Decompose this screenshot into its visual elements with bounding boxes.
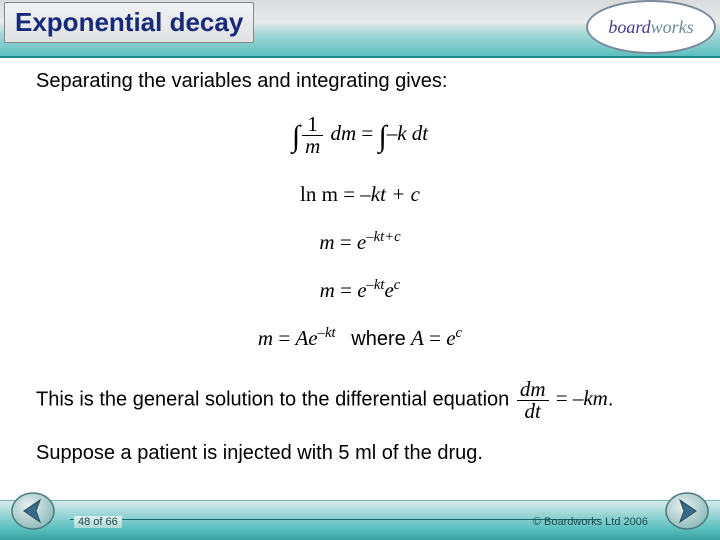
suppose-text: Suppose a patient is injected with 5 ml … (36, 442, 684, 465)
eq-sign: = (551, 386, 573, 410)
eq-part: e (446, 326, 455, 350)
eq-sign: = (335, 230, 357, 254)
eq-part: Ae (295, 326, 317, 350)
eq-part: –km (573, 386, 608, 410)
eq-sign: = (424, 326, 446, 350)
eq-part: e (384, 278, 393, 302)
eq-exp: c (456, 325, 463, 341)
general-solution-text: This is the general solution to the diff… (36, 379, 684, 422)
page-counter: 48 of 66 (74, 516, 122, 528)
eq-exp: c (394, 277, 401, 293)
frac-num: dm (517, 379, 549, 401)
eq-part: –k dt (387, 121, 428, 145)
eq-sign: = (335, 278, 357, 302)
eq-part: dm (325, 121, 356, 145)
eq-part: A (411, 326, 424, 350)
equation-3: m = e–kt+c (36, 221, 684, 263)
equation-5: m = Ae–kt where A = ec (36, 317, 684, 359)
eq-part: e (357, 278, 366, 302)
general-text: This is the general solution to the diff… (36, 388, 509, 410)
frac-den: m (302, 136, 323, 157)
integral-icon: ∫ (292, 107, 300, 167)
math-block: ∫1m dm = ∫–k dt ln m = –kt + c m = e–kt+… (36, 107, 684, 359)
eq-part: ln m (300, 182, 338, 206)
page-title: Exponential decay (4, 2, 254, 43)
where-label: where (351, 328, 405, 350)
eq-part: e (357, 230, 366, 254)
equation-2: ln m = –kt + c (36, 173, 684, 215)
next-button[interactable] (664, 488, 710, 534)
integral-icon: ∫ (379, 107, 387, 167)
eq-exp: –kt+c (366, 229, 400, 245)
logo-text-b: works (651, 17, 694, 38)
inline-equation: dmdt = –km (515, 386, 608, 410)
eq-sign: = (356, 121, 378, 145)
logo-text-a: board (608, 17, 650, 38)
frac-den: dt (517, 401, 549, 422)
eq-part: m (319, 230, 334, 254)
eq-exp: –kt (367, 277, 385, 293)
frac-num: 1 (302, 114, 323, 136)
equation-1: ∫1m dm = ∫–k dt (36, 107, 684, 167)
page-total: 66 (106, 516, 118, 528)
eq-exp: –kt (318, 325, 336, 341)
content-area: Separating the variables and integrating… (36, 70, 684, 465)
page-sep: of (90, 516, 105, 528)
intro-text: Separating the variables and integrating… (36, 70, 684, 93)
equation-4: m = e–ktec (36, 269, 684, 311)
copyright-text: © Boardworks Ltd 2006 (533, 516, 648, 528)
brand-logo: boardworks (586, 0, 716, 54)
page-current: 48 (78, 516, 90, 528)
footer-line (70, 519, 600, 520)
period: . (608, 388, 614, 410)
eq-part: m (258, 326, 273, 350)
eq-sign: = (338, 182, 360, 206)
eq-part: m (320, 278, 335, 302)
prev-button[interactable] (10, 488, 56, 534)
eq-part: –kt + c (360, 182, 420, 206)
eq-sign: = (273, 326, 295, 350)
